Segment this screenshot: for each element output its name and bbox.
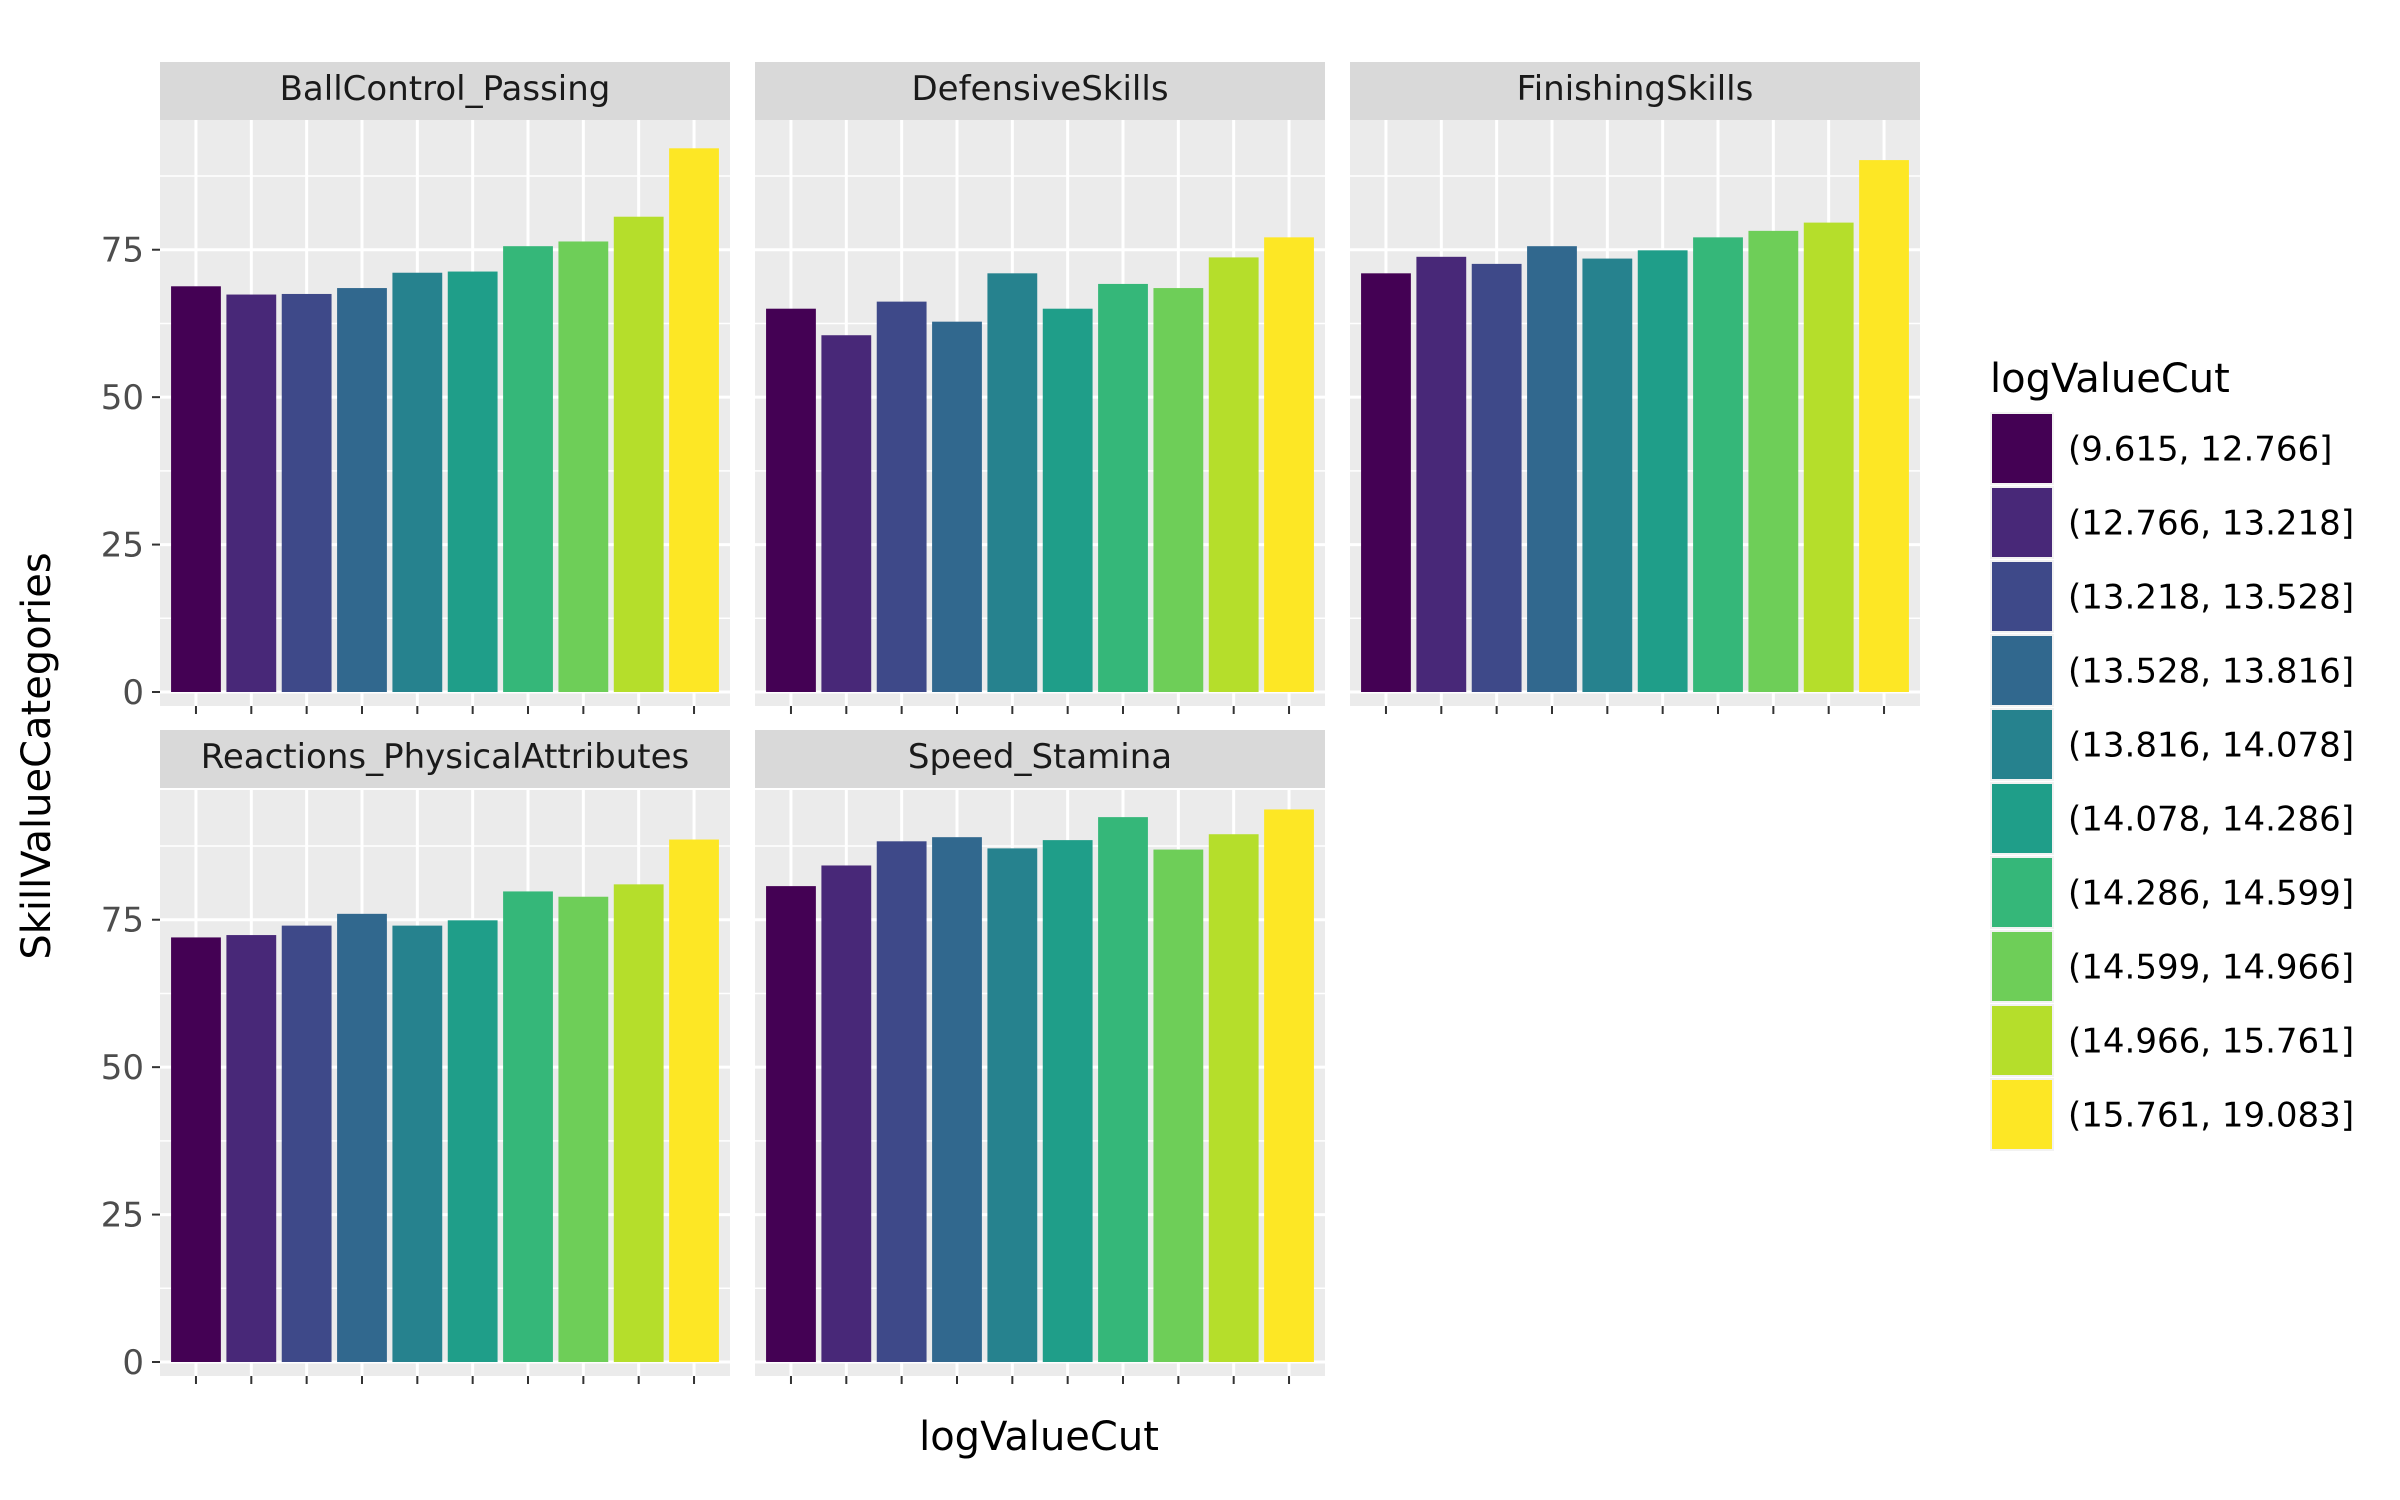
bar xyxy=(876,841,927,1362)
facet-strip xyxy=(1350,62,1920,120)
y-tick-label: 75 xyxy=(101,231,144,271)
y-axis-title: SkillValueCategories xyxy=(14,552,60,959)
legend-swatch xyxy=(1992,562,2052,631)
bar xyxy=(1208,257,1259,692)
bar xyxy=(1042,308,1093,692)
y-tick-label: 25 xyxy=(101,1196,144,1236)
facet-title: Reactions_PhysicalAttributes xyxy=(201,737,690,777)
bar xyxy=(1527,246,1577,692)
facet-panel: DefensiveSkills xyxy=(755,62,1325,714)
legend-swatch xyxy=(1992,414,2052,483)
bar xyxy=(613,216,664,692)
bar xyxy=(932,837,982,1362)
facet-title: Speed_Stamina xyxy=(908,737,1172,777)
bar xyxy=(1748,230,1799,692)
bar xyxy=(876,301,927,692)
bar xyxy=(613,884,664,1362)
legend-label: (15.761, 19.083] xyxy=(2068,1096,2354,1136)
legend-label: (13.816, 14.078] xyxy=(2068,726,2354,766)
bar xyxy=(281,925,332,1362)
bar xyxy=(226,294,277,692)
bar xyxy=(447,271,498,692)
x-axis-title: logValueCut xyxy=(919,1414,1159,1460)
bar xyxy=(1153,288,1204,692)
legend-label: (12.766, 13.218] xyxy=(2068,504,2354,544)
bar xyxy=(1859,160,1909,692)
facet-strip xyxy=(160,730,730,788)
facet-title: FinishingSkills xyxy=(1517,69,1754,109)
facet-panel: Speed_Stamina xyxy=(755,730,1325,1384)
bar xyxy=(821,335,872,692)
bar xyxy=(1803,222,1854,692)
legend-label: (14.078, 14.286] xyxy=(2068,800,2354,840)
legend-title: logValueCut xyxy=(1990,356,2230,402)
legend-label: (13.528, 13.816] xyxy=(2068,652,2354,692)
legend-swatch xyxy=(1992,784,2052,853)
legend-label: (14.286, 14.599] xyxy=(2068,874,2354,914)
bar xyxy=(281,293,332,692)
bar xyxy=(337,288,387,692)
bar xyxy=(503,891,553,1362)
bar xyxy=(987,848,1038,1362)
bar xyxy=(1637,250,1688,692)
y-tick-label: 50 xyxy=(101,378,144,418)
facet-panel: Reactions_PhysicalAttributes 0 25 50 75 xyxy=(101,730,730,1384)
legend-swatch xyxy=(1992,858,2052,927)
legend-swatch xyxy=(1992,636,2052,705)
bar xyxy=(987,273,1038,692)
y-tick-label: 50 xyxy=(101,1048,144,1088)
legend-swatch xyxy=(1992,710,2052,779)
bar xyxy=(1264,237,1314,692)
bar xyxy=(1153,849,1204,1362)
bar xyxy=(226,935,277,1362)
legend-swatch xyxy=(1992,932,2052,1001)
bar xyxy=(1693,237,1743,692)
bar xyxy=(766,886,816,1362)
bar xyxy=(1098,283,1148,692)
bar xyxy=(1416,256,1467,692)
legend-label: (9.615, 12.766] xyxy=(2068,430,2332,470)
bar xyxy=(1582,258,1633,692)
bar xyxy=(821,865,872,1362)
facet-strip xyxy=(160,62,730,120)
bar xyxy=(1264,809,1314,1362)
y-tick-label: 25 xyxy=(101,526,144,566)
legend-swatch xyxy=(1992,488,2052,557)
bar xyxy=(558,241,609,692)
bar xyxy=(171,286,221,692)
facet-title: DefensiveSkills xyxy=(911,69,1168,109)
bar xyxy=(392,272,443,692)
bar xyxy=(447,920,498,1362)
bar xyxy=(558,896,609,1362)
facet-strip xyxy=(755,730,1325,788)
facet-panel: BallControl_Passing 0 25 50 75 xyxy=(101,62,730,714)
bar xyxy=(932,321,982,692)
bar xyxy=(171,937,221,1362)
bar xyxy=(337,913,387,1362)
bar xyxy=(1471,263,1522,692)
facet-strip xyxy=(755,62,1325,120)
legend: (9.615, 12.766] (12.766, 13.218] (13.218, … xyxy=(1990,412,2354,1151)
bar xyxy=(669,839,719,1362)
y-tick-label: 0 xyxy=(122,1343,144,1383)
y-tick-label: 0 xyxy=(122,673,144,713)
legend-label: (14.966, 15.761] xyxy=(2068,1022,2354,1062)
bar xyxy=(1042,840,1093,1362)
legend-label: (14.599, 14.966] xyxy=(2068,948,2354,988)
facet-title: BallControl_Passing xyxy=(280,69,611,109)
legend-swatch xyxy=(1992,1006,2052,1075)
facet-panel: FinishingSkills xyxy=(1350,62,1920,714)
bar xyxy=(669,148,719,692)
bar xyxy=(1208,834,1259,1362)
bar xyxy=(766,308,816,692)
facet-panels: BallControl_Passing 0 25 50 75 DefensiveSkill… xyxy=(101,62,1920,1384)
bar xyxy=(392,925,443,1362)
bar xyxy=(1098,817,1148,1362)
bar xyxy=(1361,273,1411,692)
bar xyxy=(503,246,553,692)
legend-swatch xyxy=(1992,1080,2052,1149)
legend-label: (13.218, 13.528] xyxy=(2068,578,2354,618)
y-tick-label: 75 xyxy=(101,901,144,941)
